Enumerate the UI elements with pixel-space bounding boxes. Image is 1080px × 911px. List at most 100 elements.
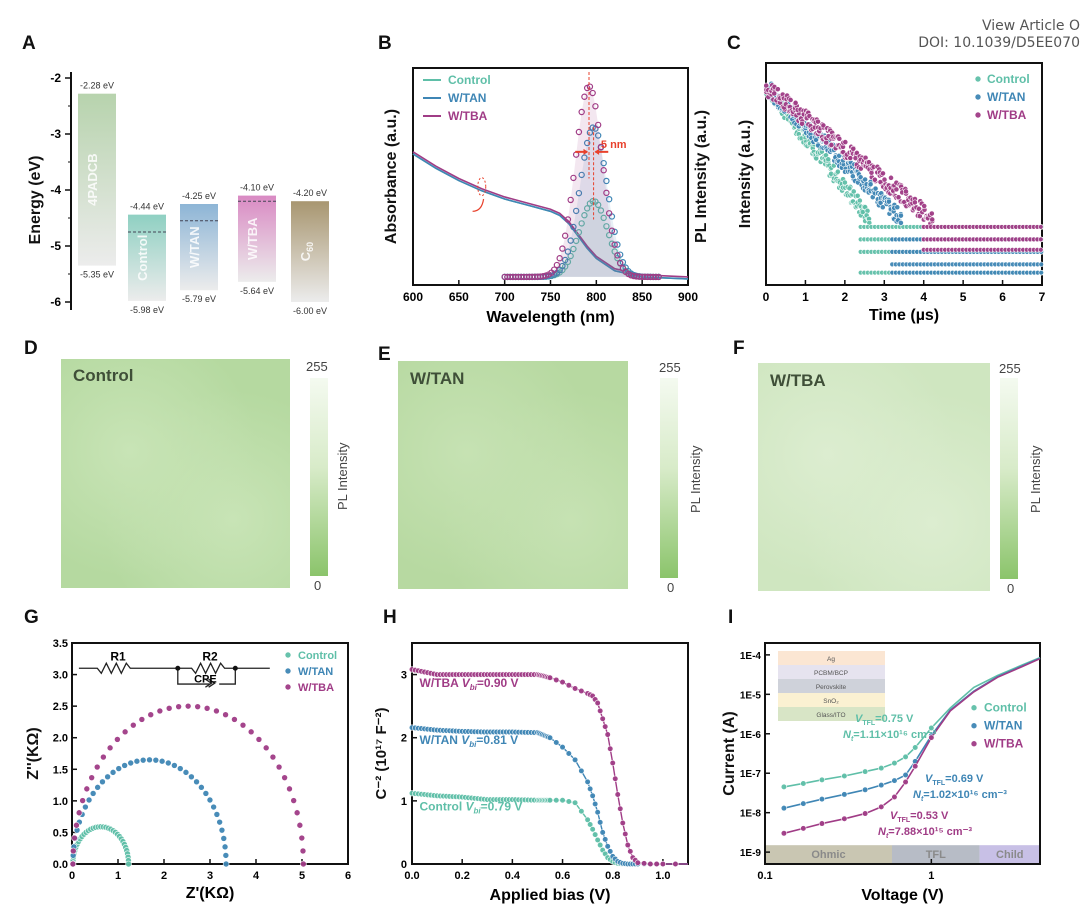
iv-point-w-tan — [841, 791, 848, 798]
panel-letter-e: E — [378, 344, 391, 365]
iv-point-control — [928, 724, 935, 732]
y-tick-label: 2.5 — [53, 701, 68, 713]
bottom-energy-label: -6.00 eV — [293, 306, 327, 316]
panel-letter-d: D — [24, 338, 38, 359]
y-axis-label: Current (A) — [721, 711, 738, 795]
x-tick-label: 0.1 — [757, 870, 772, 882]
nyquist-point-w-tba — [88, 774, 95, 781]
pl-point-control — [578, 220, 585, 227]
nt-subscript: t — [886, 833, 889, 840]
nyquist-point-control — [125, 860, 132, 868]
ms-point-control — [584, 816, 591, 823]
vtfl-symbol: V — [855, 713, 864, 725]
nyquist-point-w-tba — [293, 809, 301, 817]
legend-marker — [970, 704, 978, 712]
decay-point-w-tan — [849, 173, 856, 180]
x-tick-label: 7 — [1039, 290, 1046, 304]
floor-point-w-tba — [1038, 236, 1044, 243]
view-article-link[interactable]: View Article O — [981, 18, 1080, 34]
x-tick-label: 0.4 — [505, 870, 521, 882]
panel-letter-g: G — [24, 607, 39, 628]
nyquist-point-w-tan — [146, 756, 153, 764]
pl-point-control — [589, 198, 596, 205]
pl-point-control — [581, 212, 588, 219]
decay-point-control — [854, 192, 861, 199]
decay-point-w-tba — [928, 210, 935, 217]
decay-point-control — [825, 156, 832, 163]
iv-point-control — [818, 776, 826, 783]
nyquist-point-w-tba — [138, 716, 146, 723]
nt-subscript: t — [851, 736, 854, 743]
pl-point-w-tba — [611, 241, 618, 248]
iv-point-control — [912, 744, 919, 751]
decay-point-control — [856, 197, 863, 204]
ms-point-w-tba — [604, 731, 611, 738]
pl-point-w-tba — [539, 273, 547, 280]
inset-layer — [778, 651, 885, 665]
nyquist-point-w-tan — [182, 769, 190, 776]
iv-point-control — [878, 764, 885, 772]
colorbar-max-e: 255 — [659, 360, 681, 375]
pl-point-w-tan — [605, 195, 613, 203]
ms-point-w-tba — [594, 699, 601, 707]
colorbar-title-d: PL Intensity — [335, 442, 350, 510]
y-tick-label: 0.0 — [53, 859, 68, 871]
top-energy-label: -4.20 eV — [293, 188, 327, 198]
ms-point-w-tba — [578, 687, 585, 695]
x-tick-label: 2 — [842, 290, 849, 304]
decay-point-control — [834, 168, 841, 175]
panel-letter-h: H — [383, 607, 397, 628]
nyquist-point-w-tan — [221, 843, 229, 851]
pl-point-control — [605, 231, 613, 239]
plot-frame — [411, 642, 689, 865]
nyquist-point-w-tba — [194, 703, 201, 710]
x-tick-label: 4 — [253, 870, 260, 882]
panel-letter-b: B — [378, 33, 392, 54]
colorbar-title-f: PL Intensity — [1028, 445, 1043, 513]
x-tick-label: 800 — [586, 290, 606, 304]
energy-bar-control — [128, 214, 166, 301]
y-tick-label: 1E-7 — [740, 769, 762, 780]
y-tick-label: 1.5 — [53, 764, 68, 776]
floor-point-w-tba — [1038, 224, 1044, 230]
energy-bar-c60 — [291, 201, 329, 302]
energy-level-diagram: -2 -3 -4 -5 -6 Energy (eV) -2.28 eV -5.35 eV 4PA… — [27, 71, 329, 316]
pl-point-w-tan — [616, 251, 624, 258]
bottom-energy-label: -5.79 eV — [182, 294, 216, 304]
legend-marker — [970, 740, 978, 748]
pl-map-control: Control — [61, 359, 290, 588]
decay-point-w-tan — [898, 220, 904, 226]
top-energy-label: -4.44 eV — [130, 202, 164, 212]
ms-point-w-tan — [546, 734, 554, 741]
bottom-energy-label: -5.64 eV — [240, 286, 274, 296]
pl-point-w-tba — [603, 189, 610, 197]
ms-point-w-tba — [565, 682, 572, 689]
decay-point-w-tba — [880, 170, 886, 177]
decay-point-w-tba — [836, 135, 843, 142]
nyquist-point-w-tan — [139, 756, 147, 764]
iv-point-w-tba — [928, 734, 935, 741]
colorbar-f — [1000, 378, 1018, 579]
x-tick-label: 700 — [495, 290, 515, 304]
vbi-annotation-w-tba: W/TBA Vbi=0.90 V — [420, 676, 519, 692]
pl-point-w-tan — [570, 223, 577, 231]
y-tick-label: -3 — [50, 127, 61, 141]
inset-layer-label: Ag — [827, 656, 835, 663]
inset-layer-label: Perovskite — [816, 684, 847, 691]
legend-label: W/TBA — [448, 109, 488, 123]
x-tick-label: 5 — [960, 290, 967, 304]
x-tick-label: 5 — [299, 870, 305, 882]
y-tick-label: 3.0 — [53, 670, 68, 682]
nyquist-point-w-tan — [109, 769, 117, 776]
vbi-symbol: V — [466, 799, 475, 813]
vtfl-symbol: V — [925, 773, 934, 785]
pl-point-w-tba — [594, 121, 602, 129]
y-tick-label: -6 — [50, 295, 61, 309]
region-label: TFL — [926, 849, 946, 861]
pl-point-control — [603, 223, 610, 230]
pl-point-w-tba — [614, 252, 621, 259]
nyquist-point-w-tba — [184, 702, 192, 710]
ms-point-control — [565, 798, 572, 805]
absorbance-pl-chart: 600 650 700 750 800 850 900 Wavelength (nm) Abso… — [383, 67, 710, 326]
pl-point-w-tba — [608, 227, 616, 234]
